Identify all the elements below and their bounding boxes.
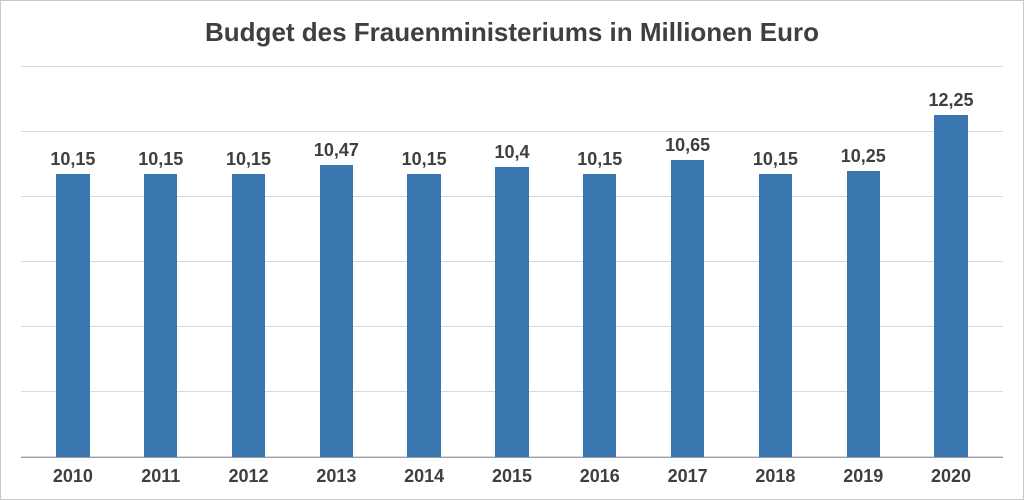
bar [583,174,616,457]
bar-value-label: 10,15 [577,149,622,170]
x-axis: 2010201120122013201420152016201720182019… [21,458,1003,487]
bars: 10,15 10,15 10,15 10,47 10,15 10,4 10,15 10,65 1… [21,66,1003,457]
bar-value-label: 10,15 [138,149,183,170]
bar-value-label: 10,65 [665,135,710,156]
x-axis-label: 2013 [292,466,380,487]
x-axis-label: 2014 [380,466,468,487]
bar [144,174,177,457]
bar-slot: 10,15 [556,66,644,457]
bar-slot: 10,47 [292,66,380,457]
x-axis-label: 2017 [644,466,732,487]
bar-value-label: 10,47 [314,140,359,161]
bar [671,160,704,457]
bar-slot: 10,4 [468,66,556,457]
bar [232,174,265,457]
bar-slot: 12,25 [907,66,995,457]
x-axis-label: 2015 [468,466,556,487]
bar [759,174,792,457]
bar-value-label: 10,15 [50,149,95,170]
bar-value-label: 10,15 [402,149,447,170]
bar-slot: 10,15 [205,66,293,457]
chart-title: Budget des Frauenministeriums in Million… [21,17,1003,48]
bar-slot: 10,15 [29,66,117,457]
chart-container: Budget des Frauenministeriums in Million… [0,0,1024,500]
bar [847,171,880,457]
bar [56,174,89,457]
bar-value-label: 10,15 [226,149,271,170]
bar [934,115,967,457]
plot-area: 10,15 10,15 10,15 10,47 10,15 10,4 10,15 10,65 1… [21,66,1003,458]
x-axis-label: 2020 [907,466,995,487]
bar-slot: 10,15 [380,66,468,457]
x-axis-label: 2012 [205,466,293,487]
x-axis-label: 2010 [29,466,117,487]
bar-value-label: 10,4 [494,142,529,163]
bar-value-label: 10,25 [841,146,886,167]
bar [320,165,353,457]
bar-value-label: 10,15 [753,149,798,170]
x-axis-label: 2011 [117,466,205,487]
bar-slot: 10,15 [732,66,820,457]
bar-value-label: 12,25 [929,90,974,111]
bar-slot: 10,25 [819,66,907,457]
bar [407,174,440,457]
bar-slot: 10,15 [117,66,205,457]
x-axis-label: 2018 [732,466,820,487]
x-axis-label: 2016 [556,466,644,487]
bar-slot: 10,65 [644,66,732,457]
x-axis-label: 2019 [819,466,907,487]
bar [495,167,528,457]
